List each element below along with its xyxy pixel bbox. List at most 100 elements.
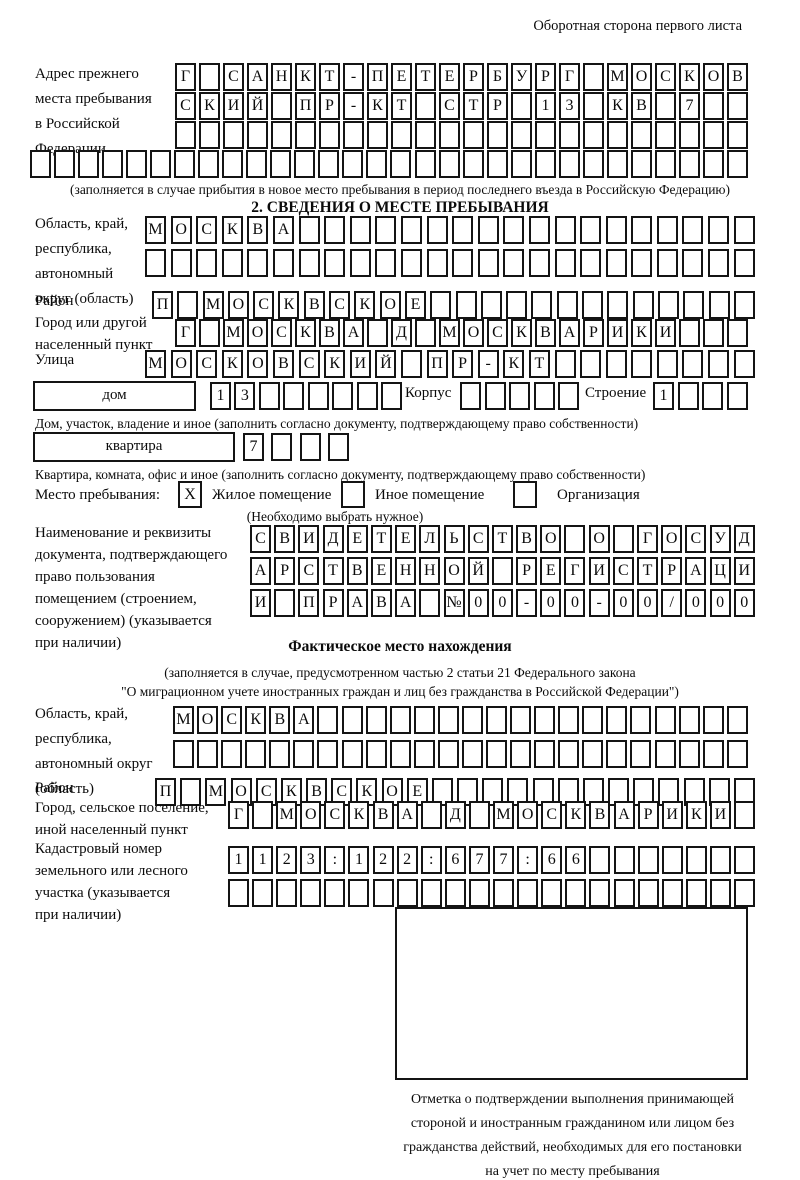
char-box[interactable] <box>511 92 532 120</box>
char-box[interactable] <box>415 121 436 149</box>
char-box[interactable]: В <box>535 319 556 347</box>
char-box[interactable]: О <box>703 63 724 91</box>
char-box[interactable]: Д <box>322 525 344 553</box>
char-box[interactable] <box>271 121 292 149</box>
char-box[interactable]: Р <box>487 92 508 120</box>
char-box[interactable] <box>702 706 724 734</box>
char-box[interactable]: Р <box>452 350 474 378</box>
char-box[interactable] <box>415 92 436 120</box>
char-box[interactable] <box>365 740 387 768</box>
char-box[interactable] <box>319 121 340 149</box>
char-box[interactable] <box>477 216 499 244</box>
char-box[interactable]: С <box>298 350 320 378</box>
char-box[interactable] <box>389 740 411 768</box>
char-box[interactable]: И <box>588 557 610 585</box>
char-box[interactable] <box>452 249 474 277</box>
char-box[interactable]: О <box>170 350 192 378</box>
char-box[interactable]: 0 <box>733 589 755 617</box>
char-box[interactable]: Р <box>463 63 484 91</box>
char-box[interactable] <box>605 249 627 277</box>
char-box[interactable]: А <box>250 557 271 585</box>
char-box[interactable] <box>307 382 329 410</box>
char-box[interactable]: Е <box>395 525 417 553</box>
char-box[interactable]: Р <box>535 63 556 91</box>
char-box[interactable]: О <box>540 525 562 553</box>
char-box[interactable] <box>324 879 346 907</box>
char-box[interactable] <box>727 121 748 149</box>
char-box[interactable] <box>656 249 678 277</box>
char-box[interactable]: 1 <box>252 846 274 874</box>
char-box[interactable]: К <box>631 319 652 347</box>
char-box[interactable]: К <box>679 63 700 91</box>
char-box[interactable] <box>271 433 293 461</box>
char-box[interactable] <box>300 879 322 907</box>
char-box[interactable] <box>317 706 339 734</box>
char-box[interactable] <box>703 121 724 149</box>
char-box[interactable] <box>367 319 388 347</box>
char-box[interactable]: М <box>276 801 298 829</box>
char-box[interactable]: 0 <box>637 589 658 617</box>
char-box[interactable] <box>582 150 604 178</box>
char-box[interactable] <box>661 846 683 874</box>
char-box[interactable]: А <box>247 63 268 91</box>
char-box[interactable] <box>461 706 483 734</box>
char-box[interactable] <box>460 382 481 410</box>
char-box[interactable] <box>708 216 730 244</box>
char-box[interactable] <box>413 706 435 734</box>
char-box[interactable]: О <box>379 291 401 319</box>
char-box[interactable] <box>558 740 580 768</box>
char-box[interactable]: О <box>197 706 219 734</box>
char-box[interactable] <box>708 350 730 378</box>
char-box[interactable] <box>420 879 442 907</box>
char-box[interactable]: Т <box>528 350 550 378</box>
char-box[interactable] <box>348 879 370 907</box>
char-box[interactable] <box>400 216 422 244</box>
char-box[interactable] <box>170 249 192 277</box>
char-box[interactable] <box>283 382 305 410</box>
char-box[interactable] <box>349 249 371 277</box>
char-box[interactable]: - <box>516 589 538 617</box>
char-box[interactable]: Н <box>271 63 292 91</box>
char-box[interactable]: Г <box>564 557 586 585</box>
char-box[interactable] <box>685 846 707 874</box>
char-box[interactable] <box>510 150 532 178</box>
char-box[interactable] <box>612 525 634 553</box>
char-box[interactable]: 2 <box>396 846 418 874</box>
char-box[interactable] <box>493 879 515 907</box>
char-box[interactable] <box>541 879 563 907</box>
char-box[interactable]: Т <box>491 525 513 553</box>
char-box[interactable] <box>324 249 346 277</box>
char-box[interactable]: И <box>655 319 676 347</box>
char-box[interactable] <box>199 63 220 91</box>
char-box[interactable] <box>197 740 219 768</box>
char-box[interactable]: М <box>205 778 227 806</box>
char-box[interactable] <box>438 150 460 178</box>
char-box[interactable]: 0 <box>612 589 634 617</box>
char-box[interactable] <box>413 740 435 768</box>
char-box[interactable]: У <box>709 525 731 553</box>
char-box[interactable] <box>554 350 576 378</box>
char-box[interactable] <box>199 319 220 347</box>
char-box[interactable] <box>517 879 539 907</box>
char-box[interactable]: К <box>199 92 220 120</box>
char-box[interactable] <box>726 706 748 734</box>
char-box[interactable] <box>461 740 483 768</box>
char-box[interactable]: К <box>295 319 316 347</box>
char-box[interactable] <box>511 121 532 149</box>
char-box[interactable] <box>455 291 477 319</box>
char-box[interactable] <box>703 319 724 347</box>
char-box[interactable]: 7 <box>493 846 515 874</box>
char-box[interactable]: О <box>170 216 192 244</box>
char-box[interactable] <box>491 557 513 585</box>
char-box[interactable]: К <box>245 706 267 734</box>
char-box[interactable]: Р <box>661 557 683 585</box>
char-box[interactable] <box>150 150 172 178</box>
char-box[interactable]: Т <box>391 92 412 120</box>
char-box[interactable] <box>702 740 724 768</box>
char-box[interactable]: С <box>221 706 243 734</box>
char-box[interactable] <box>606 706 628 734</box>
char-box[interactable]: О <box>443 557 465 585</box>
char-box[interactable] <box>343 121 364 149</box>
char-box[interactable]: С <box>487 319 508 347</box>
char-box[interactable] <box>380 382 402 410</box>
